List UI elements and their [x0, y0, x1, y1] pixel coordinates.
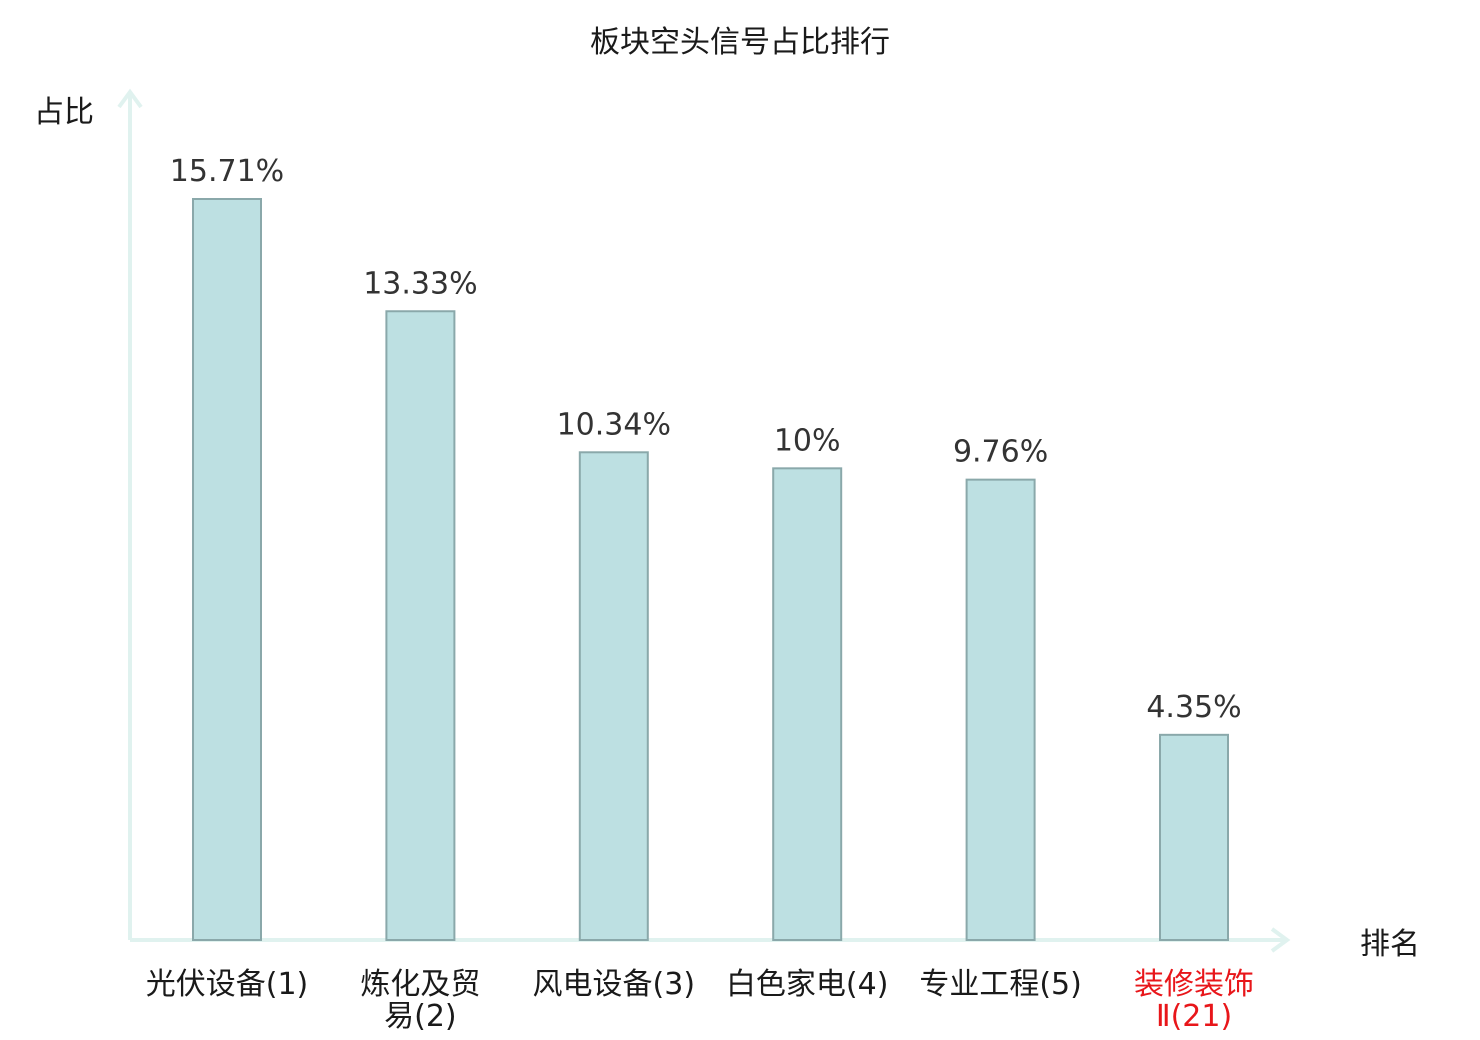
value-label-3: 10.34% [557, 407, 671, 442]
value-label-2: 13.33% [363, 266, 477, 301]
value-labels-group: 15.71% 13.33% 10.34% 10% 9.76% 4.35% [170, 154, 1242, 725]
bar-4 [772, 467, 843, 941]
bar-1 [192, 198, 262, 941]
bar-6 [1159, 733, 1229, 942]
category-label-line: 风电设备(3) [533, 967, 696, 1002]
y-axis-label: 占比 [34, 95, 94, 130]
category-label-line: Ⅱ(21) [1156, 999, 1232, 1034]
x-axis-arrow [1270, 927, 1291, 953]
category-label-3: 风电设备(3) [533, 967, 696, 1002]
value-label-6: 4.35% [1146, 690, 1241, 725]
bar-5 [965, 478, 1036, 941]
bars-group [192, 198, 1229, 942]
chart-title: 板块空头信号占比排行 [590, 25, 890, 60]
category-label-5: 专业工程(5) [919, 967, 1082, 1002]
category-label-line: 光伏设备(1) [146, 967, 309, 1002]
value-label-5: 9.76% [953, 435, 1048, 470]
category-labels-group: 光伏设备(1) 炼化及贸易(2) 风电设备(3) 白色家电(4) 专业工程(5) 装修装饰… [146, 967, 1254, 1034]
category-label-line: 易(2) [384, 999, 457, 1034]
category-label-2: 炼化及贸易(2) [360, 967, 480, 1034]
bar-3 [578, 451, 649, 941]
category-label-line: 炼化及贸 [360, 967, 480, 1002]
category-label-line: 装修装饰 [1134, 967, 1254, 1002]
x-axis-label: 排名 [1360, 927, 1420, 962]
category-label-1: 光伏设备(1) [146, 967, 309, 1002]
bar-2 [385, 310, 456, 941]
y-axis-arrow [117, 88, 143, 109]
value-label-1: 15.71% [170, 154, 284, 189]
value-label-4: 10% [774, 423, 841, 458]
category-label-6: 装修装饰 Ⅱ(21) [1134, 967, 1254, 1034]
category-label-line: 白色家电(4) [726, 967, 889, 1002]
category-label-line: 专业工程(5) [919, 967, 1082, 1002]
category-label-4: 白色家电(4) [726, 967, 889, 1002]
